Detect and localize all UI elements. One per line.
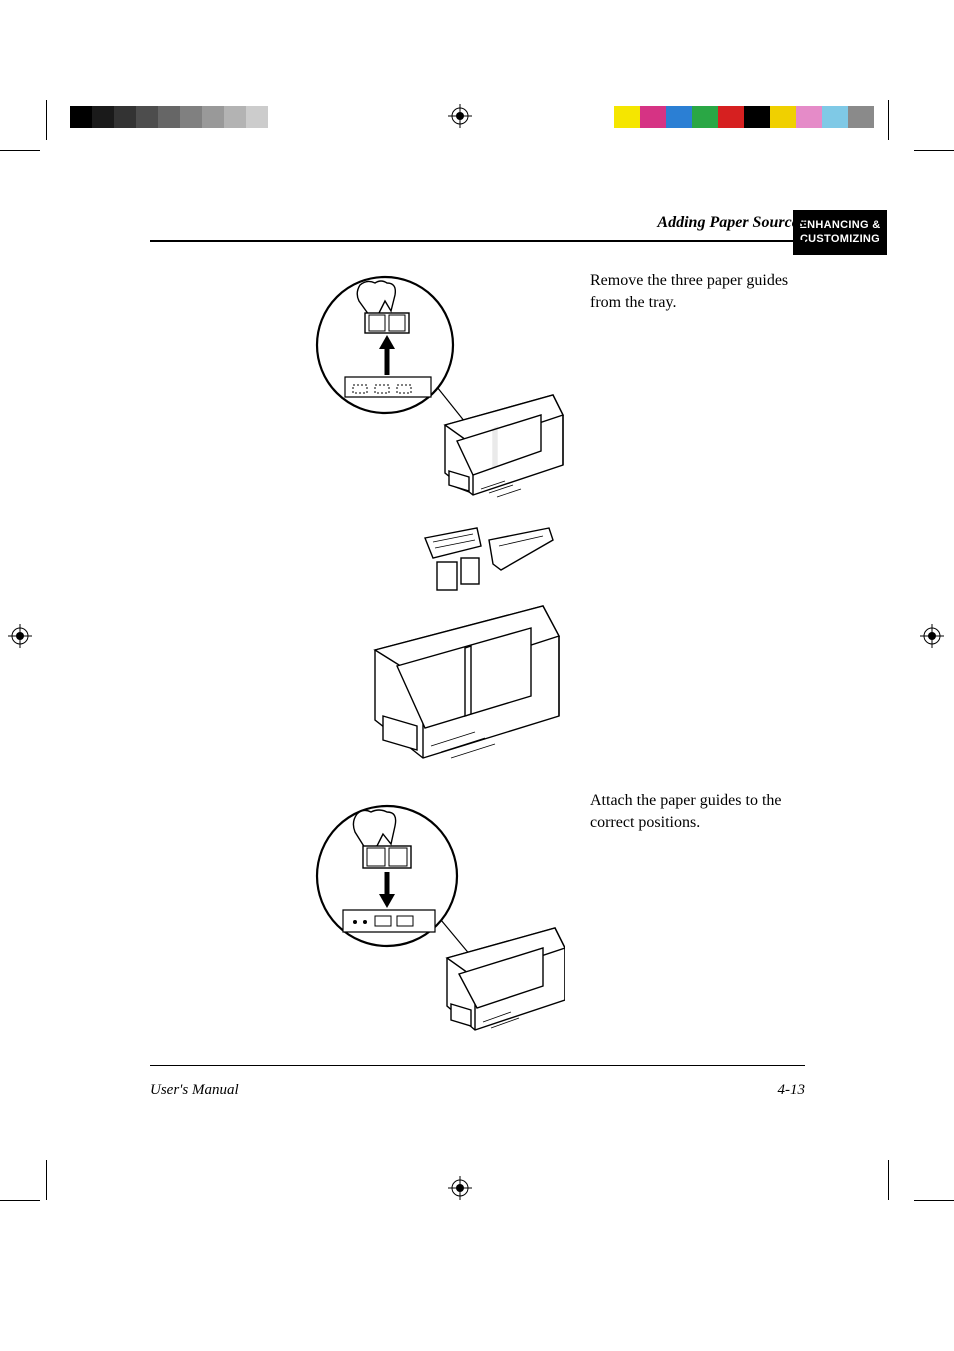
page-content: Adding Paper Sources Remove the three pa… <box>150 190 805 1110</box>
calibration-swatch <box>640 106 666 128</box>
calibration-swatch <box>718 106 744 128</box>
color-calibration-bar <box>614 106 874 128</box>
registration-mark-icon <box>448 104 472 128</box>
calibration-swatch <box>180 106 202 128</box>
chapter-tab-line1: ENHANCING & <box>797 218 883 232</box>
registration-mark-icon <box>8 624 32 648</box>
calibration-swatch <box>224 106 246 128</box>
calibration-swatch <box>692 106 718 128</box>
crop-mark <box>46 100 47 140</box>
footer-page-number: 4-13 <box>778 1082 806 1099</box>
section-title: Adding Paper Sources <box>657 214 805 232</box>
figure-guides-detached <box>305 520 565 770</box>
calibration-swatch <box>268 106 290 128</box>
calibration-swatch <box>114 106 136 128</box>
calibration-swatch <box>744 106 770 128</box>
calibration-swatch <box>666 106 692 128</box>
calibration-swatch <box>92 106 114 128</box>
chapter-tab-line2: CUSTOMIZING <box>797 232 883 246</box>
crop-mark <box>914 1200 954 1201</box>
calibration-swatch <box>136 106 158 128</box>
instruction-text-1: Remove the three paper guides from the t… <box>590 270 805 313</box>
calibration-swatch <box>822 106 848 128</box>
chapter-tab: ENHANCING & CUSTOMIZING <box>793 210 887 255</box>
registration-mark-icon <box>920 624 944 648</box>
footer-rule <box>150 1065 805 1066</box>
crop-mark <box>888 100 889 140</box>
calibration-swatch <box>158 106 180 128</box>
calibration-swatch <box>770 106 796 128</box>
calibration-swatch <box>202 106 224 128</box>
crop-mark <box>914 150 954 151</box>
crop-mark <box>888 1160 889 1200</box>
calibration-swatch <box>246 106 268 128</box>
grayscale-calibration-bar <box>70 106 290 128</box>
calibration-swatch <box>848 106 874 128</box>
calibration-swatch <box>796 106 822 128</box>
header-rule <box>150 240 805 242</box>
calibration-swatch <box>70 106 92 128</box>
calibration-swatch <box>614 106 640 128</box>
figure-remove-guides <box>305 265 565 505</box>
instruction-text-2: Attach the paper guides to the correct p… <box>590 790 805 833</box>
crop-mark <box>0 150 40 151</box>
figure-attach-guides <box>305 790 565 1040</box>
footer-manual-label: User's Manual <box>150 1082 239 1099</box>
crop-mark <box>46 1160 47 1200</box>
registration-mark-icon <box>448 1176 472 1200</box>
crop-mark <box>0 1200 40 1201</box>
